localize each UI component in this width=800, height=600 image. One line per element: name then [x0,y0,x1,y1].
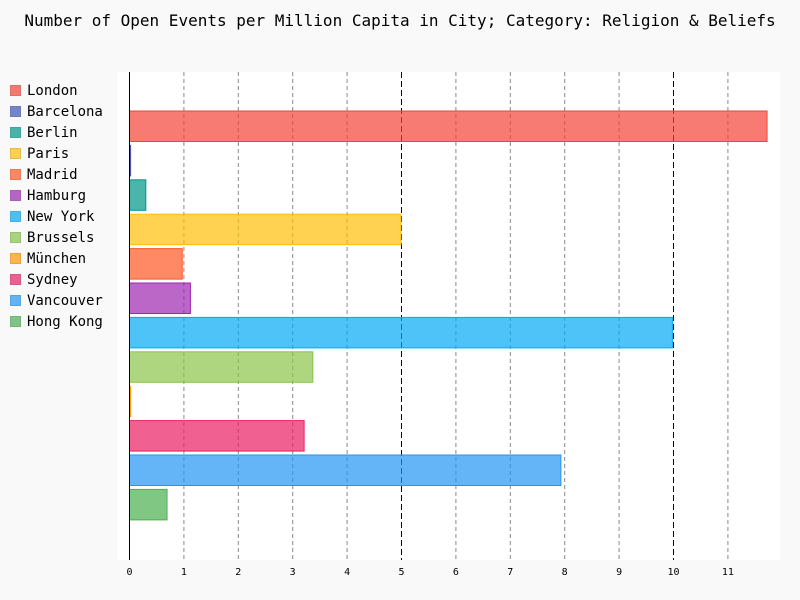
legend-label: London [27,82,78,99]
legend-item[interactable]: Madrid [10,164,103,185]
legend-swatch [10,232,21,243]
legend-label: Vancouver [27,292,103,309]
x-tick-label: 0 [126,567,132,578]
x-tick-label: 3 [290,567,296,578]
x-tick-label: 8 [562,567,568,578]
bar[interactable] [129,248,183,280]
legend: London Barcelona Berlin Paris Madrid Hamburg N… [10,80,103,332]
x-tick-label: 4 [344,567,350,578]
x-tick-label: 11 [722,567,734,578]
bar[interactable] [129,282,191,314]
legend-item[interactable]: London [10,80,103,101]
legend-swatch [10,274,21,285]
bar[interactable] [129,213,402,246]
x-tick-label: 6 [453,567,459,578]
legend-swatch [10,295,21,306]
bar[interactable] [129,110,768,142]
legend-label: Barcelona [27,103,103,120]
bar[interactable] [129,454,562,486]
legend-item[interactable]: Hamburg [10,185,103,206]
x-tick-label: 1 [181,567,187,578]
bar[interactable] [129,179,147,211]
legend-item[interactable]: München [10,248,103,269]
legend-swatch [10,211,21,222]
legend-label: Paris [27,145,70,162]
legend-item[interactable]: Vancouver [10,290,103,311]
legend-label: New York [27,208,95,225]
legend-label: Hong Kong [27,313,103,330]
legend-swatch [10,169,21,180]
legend-item[interactable]: Paris [10,143,103,164]
legend-label: Berlin [27,124,78,141]
legend-swatch [10,190,21,201]
bar[interactable] [129,488,168,521]
bars [129,110,768,521]
bar[interactable] [129,316,673,349]
legend-label: München [27,250,87,267]
legend-item[interactable]: Barcelona [10,101,103,122]
legend-swatch [10,148,21,159]
legend-swatch [10,85,21,96]
legend-label: Sydney [27,271,78,288]
x-tick-label: 5 [398,567,404,578]
legend-item[interactable]: Brussels [10,227,103,248]
legend-label: Hamburg [27,187,87,204]
legend-item[interactable]: New York [10,206,103,227]
legend-label: Brussels [27,229,95,246]
x-tick-label: 10 [667,567,679,578]
legend-swatch [10,253,21,264]
x-tick-label: 7 [507,567,513,578]
legend-swatch [10,106,21,117]
legend-swatch [10,127,21,138]
x-tick-label: 9 [616,567,622,578]
legend-item[interactable]: Sydney [10,269,103,290]
chart-title: Number of Open Events per Million Capita… [24,11,776,30]
legend-item[interactable]: Hong Kong [10,311,103,332]
x-tick-labels: 0 1 2 3 4 5 6 7 8 9 10 11 [126,567,733,578]
legend-swatch [10,316,21,327]
bar[interactable] [129,420,305,452]
x-tick-label: 2 [235,567,241,578]
legend-item[interactable]: Berlin [10,122,103,143]
legend-label: Madrid [27,166,78,183]
bar[interactable] [129,351,314,383]
plot-background [117,72,780,560]
